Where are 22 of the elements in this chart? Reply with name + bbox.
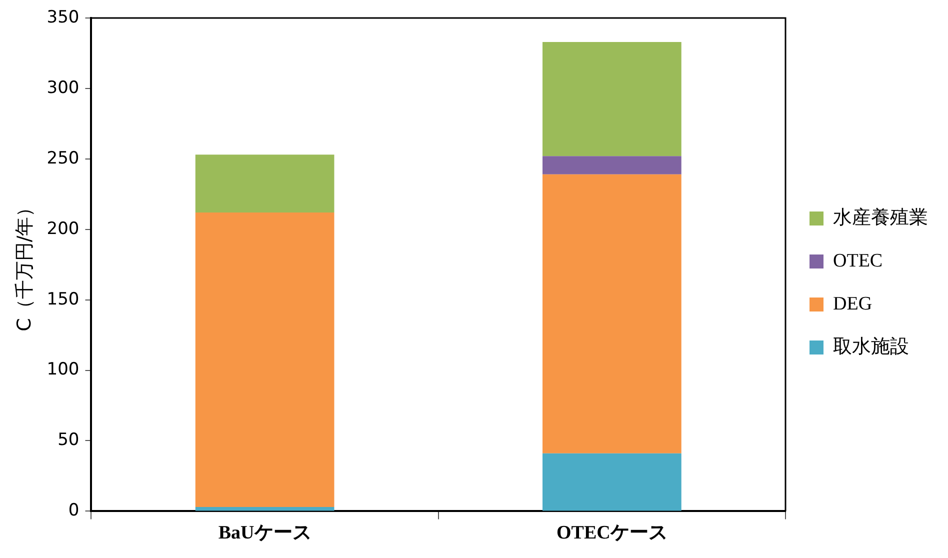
legend-label: 水産養殖業	[833, 206, 928, 228]
x-tick-label: BaUケース	[218, 522, 312, 544]
y-axis-title: C（千万円/年）	[13, 198, 36, 332]
y-tick-label: 0	[68, 500, 80, 521]
y-tick-label: 250	[46, 148, 80, 168]
legend-label: DEG	[833, 293, 872, 314]
y-tick-label: 200	[46, 218, 80, 239]
y-tick-label: 300	[46, 78, 80, 98]
y-tick-label: 350	[46, 7, 80, 28]
bar	[195, 212, 334, 507]
y-tick-label: 150	[46, 289, 80, 310]
bar	[542, 453, 682, 511]
legend-label: 取水施設	[833, 336, 909, 358]
y-tick-label: 50	[58, 430, 80, 450]
y-tick-label: 100	[46, 360, 80, 380]
bar	[195, 506, 334, 511]
bar	[542, 156, 682, 174]
bar	[542, 174, 682, 454]
legend-label: OTEC	[833, 250, 883, 272]
bar	[195, 154, 334, 212]
x-tick-label: OTECケース	[556, 522, 668, 544]
bar	[542, 42, 682, 156]
